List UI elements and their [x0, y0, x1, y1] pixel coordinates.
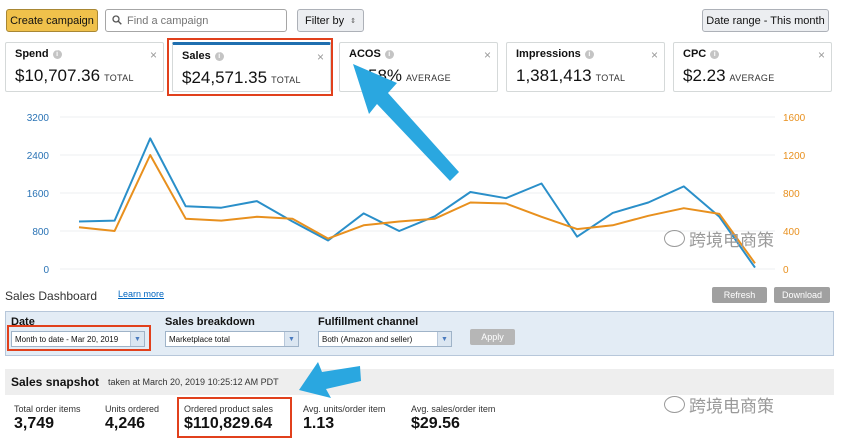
date-select-value: Month to date - Mar 20, 2019 — [15, 334, 119, 344]
card-value: 58% — [368, 66, 403, 85]
refresh-button[interactable]: Refresh — [712, 287, 767, 303]
learn-more-link[interactable]: Learn more — [118, 289, 165, 299]
close-icon[interactable]: × — [149, 48, 157, 62]
watermark-snapshot: 跨境电商策 — [664, 392, 774, 417]
date-range-button[interactable]: Date range - This month — [702, 9, 829, 32]
info-icon: i — [214, 51, 224, 61]
card-value: 1,381,413 — [516, 66, 592, 85]
date-filter-label: Date — [11, 316, 35, 328]
dropdown-arrow-icon: ▼ — [130, 332, 144, 346]
dropdown-arrow-icon: ▼ — [284, 332, 298, 346]
metric-value-total-order-items: 3,749 — [14, 415, 55, 432]
blue-series-line — [78, 137, 756, 269]
metric-value-ordered-product-sales: $110,829.64 — [184, 415, 273, 432]
watermark-chart: 跨境电商策 — [664, 226, 774, 251]
create-campaign-button[interactable]: Create campaign — [6, 9, 98, 32]
download-button[interactable]: Download — [774, 287, 830, 303]
card-label: Spend — [15, 48, 49, 60]
left-axis-tick-label: 3200 — [27, 113, 50, 124]
metric-card-acos[interactable]: ACOS i × 58% AVERAGE — [339, 42, 498, 92]
right-axis-tick-label: 0 — [783, 265, 789, 276]
close-icon[interactable]: × — [650, 48, 658, 62]
fulfillment-filter-label: Fulfillment channel — [318, 316, 419, 328]
metric-value-avg-sales: $29.56 — [411, 415, 460, 432]
metric-value-units-ordered: 4,246 — [105, 415, 146, 432]
card-value: $10,707.36 — [15, 66, 101, 85]
card-unit: TOTAL — [595, 73, 626, 83]
date-select[interactable]: Month to date - Mar 20, 2019 ▼ — [11, 331, 145, 347]
breakdown-filter-label: Sales breakdown — [165, 316, 255, 328]
orange-series-line — [78, 154, 756, 264]
metric-card-spend[interactable]: Spend i × $10,707.36 TOTAL — [5, 42, 164, 92]
card-value: $24,571.35 — [182, 68, 268, 87]
fulfillment-select[interactable]: Both (Amazon and seller) ▼ — [318, 331, 452, 347]
watermark-text: 跨境电商策 — [689, 397, 774, 416]
card-unit: TOTAL — [271, 75, 301, 85]
left-axis-tick-label: 800 — [32, 227, 49, 238]
dropdown-arrow-icon: ▼ — [437, 332, 451, 346]
info-icon: i — [52, 49, 62, 59]
metric-label-avg-units: Avg. units/order item — [303, 404, 386, 414]
breakdown-select[interactable]: Marketplace total ▼ — [165, 331, 299, 347]
card-unit: AVERAGE — [406, 73, 451, 83]
info-icon: i — [584, 49, 594, 59]
card-label: ACOS — [349, 48, 381, 60]
card-unit: TOTAL — [104, 73, 134, 83]
card-label: CPC — [683, 48, 707, 60]
card-value: $2.23 — [683, 66, 726, 85]
close-icon[interactable]: × — [817, 48, 825, 62]
metric-value-avg-units: 1.13 — [303, 415, 335, 432]
right-axis-tick-label: 800 — [783, 189, 800, 200]
snapshot-title: Sales snapshot — [11, 375, 100, 389]
filter-label: Filter by — [305, 14, 345, 27]
snapshot-timestamp: taken at March 20, 2019 10:25:12 AM PDT — [108, 377, 279, 387]
watermark-text: 跨境电商策 — [689, 231, 774, 250]
dashboard-title: Sales Dashboard — [5, 289, 98, 303]
wechat-icon — [664, 396, 685, 413]
card-label: Sales — [182, 50, 211, 62]
right-axis-tick-label: 400 — [783, 227, 800, 238]
wechat-icon — [664, 230, 685, 247]
metric-label-ordered-product-sales: Ordered product sales — [184, 404, 274, 414]
card-label: Impressions — [516, 48, 581, 60]
apply-button[interactable]: Apply — [470, 329, 515, 345]
close-icon[interactable]: × — [483, 48, 491, 62]
filter-by-button[interactable]: Filter by ⇕ — [297, 9, 364, 32]
metric-label-avg-sales: Avg. sales/order item — [411, 404, 496, 414]
right-axis-tick-label: 1200 — [783, 151, 806, 162]
fulfillment-select-value: Both (Amazon and seller) — [322, 334, 413, 344]
info-icon: i — [710, 49, 720, 59]
left-axis-tick-label: 1600 — [27, 189, 50, 200]
metric-card-impressions[interactable]: Impressions i × 1,381,413 TOTAL — [506, 42, 665, 92]
close-icon[interactable]: × — [316, 50, 324, 64]
info-icon: i — [384, 49, 394, 59]
sales-chart: 0 800 1600 2400 3200 0 400 800 1200 1600 — [27, 113, 806, 276]
snapshot-header — [5, 369, 834, 395]
search-input[interactable] — [127, 14, 277, 27]
breakdown-select-value: Marketplace total — [169, 334, 230, 344]
metric-card-sales[interactable]: Sales i × $24,571.35 TOTAL — [172, 42, 331, 92]
metric-label-units-ordered: Units ordered — [105, 404, 160, 414]
campaign-search[interactable] — [105, 9, 287, 32]
metric-label-total-order-items: Total order items — [14, 404, 81, 414]
right-axis-tick-label: 1600 — [783, 113, 806, 124]
metric-card-cpc[interactable]: CPC i × $2.23 AVERAGE — [673, 42, 832, 92]
search-icon — [112, 12, 122, 30]
left-axis-tick-label: 2400 — [27, 151, 50, 162]
sort-arrows-icon: ⇕ — [350, 17, 356, 25]
card-unit: AVERAGE — [729, 73, 775, 83]
left-axis-tick-label: 0 — [43, 265, 49, 276]
